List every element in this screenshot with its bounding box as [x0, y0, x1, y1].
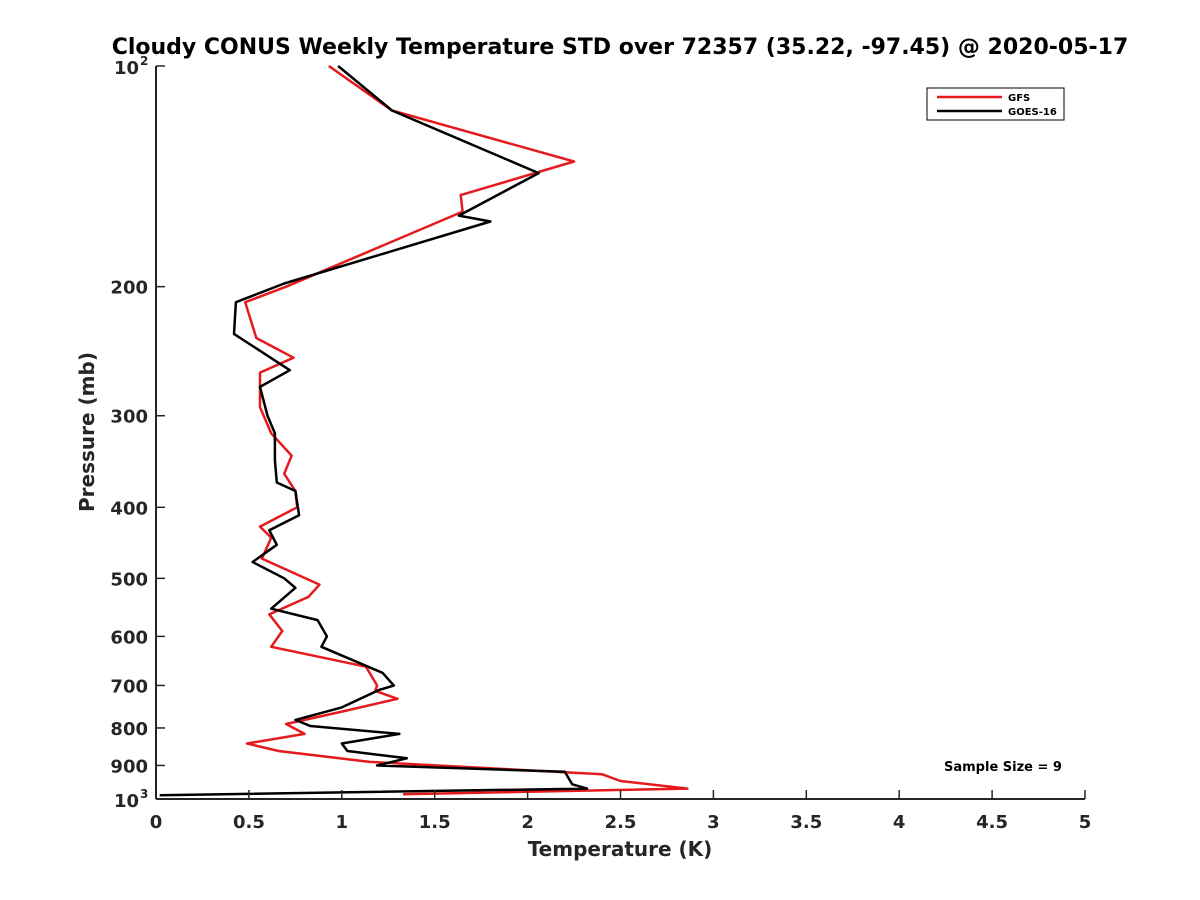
legend-box — [926, 87, 1065, 121]
legend-label-goes16: GOES-16 — [1008, 107, 1057, 118]
y-tick-label: 900 — [110, 756, 148, 777]
y-tick-label: 600 — [110, 627, 148, 648]
x-tick-label: 3 — [707, 812, 720, 833]
legend: GFS GOES-16 — [926, 87, 1065, 121]
y-tick-label: 800 — [110, 719, 148, 740]
x-tick-label: 4.5 — [976, 812, 1008, 833]
y-tick-label: 400 — [110, 498, 148, 519]
y-tick-exponent: 3 — [140, 787, 148, 801]
x-axis-ticks: 0 0.5 1 1.5 2 2.5 3 3.5 4 4.5 5 — [150, 790, 1092, 833]
y-tick-exponent: 2 — [140, 54, 148, 68]
y-tick-label: 500 — [110, 569, 148, 590]
x-tick-label: 0 — [150, 812, 163, 833]
x-tick-label: 1.5 — [419, 812, 451, 833]
legend-label-gfs: GFS — [1008, 93, 1030, 104]
plot-area — [159, 64, 689, 797]
x-tick-label: 1 — [336, 812, 349, 833]
y-tick-label: 10 — [114, 791, 139, 812]
x-tick-label: 4 — [893, 812, 906, 833]
x-tick-label: 3.5 — [790, 812, 822, 833]
y-tick-label: 10 — [114, 58, 139, 79]
series-line-gfs — [243, 64, 689, 796]
x-tick-label: 5 — [1079, 812, 1092, 833]
series-line-goes16 — [159, 65, 589, 797]
y-axis-label: Pressure (mb) — [75, 352, 99, 512]
y-tick-label: 700 — [110, 676, 148, 697]
x-tick-label: 0.5 — [233, 812, 265, 833]
y-tick-label: 300 — [110, 407, 148, 428]
x-axis-label: Temperature (K) — [528, 837, 713, 861]
chart-title: Cloudy CONUS Weekly Temperature STD over… — [112, 35, 1129, 60]
x-tick-label: 2 — [521, 812, 534, 833]
sample-size-annotation: Sample Size = 9 — [944, 760, 1062, 775]
x-tick-label: 2.5 — [605, 812, 637, 833]
y-tick-label: 200 — [110, 278, 148, 299]
